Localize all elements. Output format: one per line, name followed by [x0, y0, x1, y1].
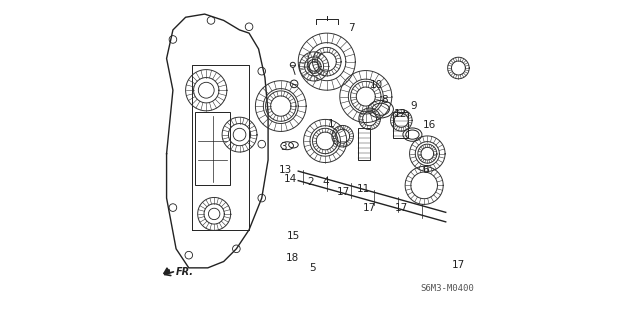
- Text: 16: 16: [422, 120, 436, 130]
- Text: S6M3-M0400: S6M3-M0400: [421, 284, 474, 293]
- Text: 10: 10: [369, 80, 382, 91]
- Text: 7: 7: [348, 23, 355, 33]
- Text: 5: 5: [309, 263, 316, 273]
- Text: 1: 1: [328, 118, 334, 129]
- Text: 11: 11: [357, 184, 370, 194]
- Text: 17: 17: [452, 260, 465, 270]
- Text: 13: 13: [279, 164, 292, 174]
- Text: 17: 17: [395, 203, 408, 212]
- Text: 4: 4: [323, 177, 329, 187]
- Text: 6: 6: [422, 164, 428, 174]
- Text: 12: 12: [394, 109, 408, 119]
- Text: 18: 18: [286, 253, 299, 263]
- Text: 8: 8: [381, 95, 388, 105]
- Text: 17: 17: [363, 203, 376, 212]
- Text: 3: 3: [280, 142, 287, 152]
- Text: 14: 14: [284, 174, 297, 184]
- Text: 9: 9: [411, 101, 418, 111]
- Text: 2: 2: [308, 177, 314, 187]
- Text: 17: 17: [337, 187, 350, 197]
- Text: 15: 15: [287, 231, 300, 241]
- Text: FR.: FR.: [176, 267, 194, 277]
